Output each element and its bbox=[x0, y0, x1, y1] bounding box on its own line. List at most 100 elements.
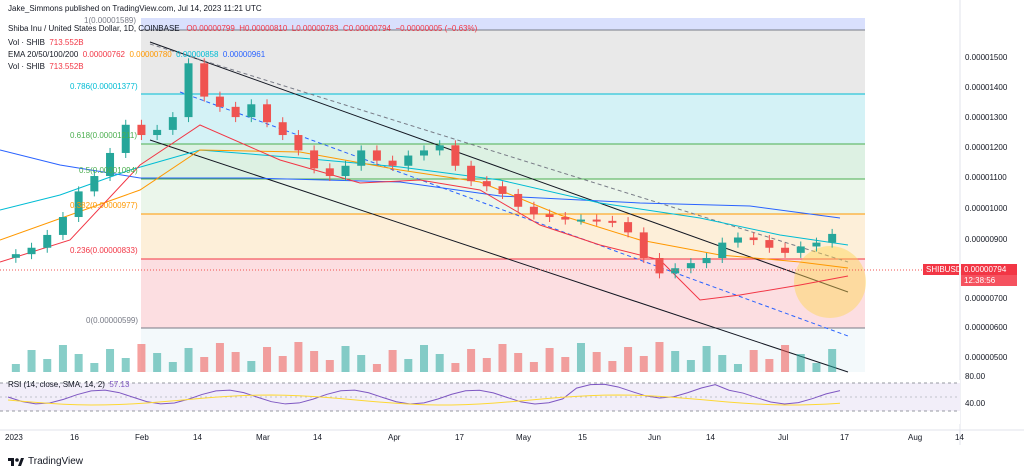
candle bbox=[686, 263, 695, 269]
price-tick: 0.00001300 bbox=[965, 113, 1008, 122]
candle bbox=[325, 168, 334, 177]
candle bbox=[702, 257, 711, 264]
candle bbox=[592, 219, 601, 222]
price-tick: 0.00000700 bbox=[965, 294, 1008, 303]
x-tick: Feb bbox=[135, 433, 149, 442]
candle bbox=[372, 150, 381, 161]
volume-bar bbox=[231, 352, 240, 372]
candle bbox=[27, 247, 36, 255]
candle bbox=[121, 124, 130, 153]
candle bbox=[624, 222, 633, 233]
x-tick: 17 bbox=[840, 433, 849, 442]
volume-bar bbox=[27, 350, 36, 372]
fib-label-0: 0(0.00000599) bbox=[86, 316, 139, 325]
close-value: C0.00000794 bbox=[342, 24, 391, 33]
ema200-value: 0.00000961 bbox=[222, 50, 266, 59]
ema20-value: 0.00000762 bbox=[82, 50, 125, 59]
volume-bar bbox=[137, 344, 146, 372]
candle bbox=[153, 129, 162, 136]
candle bbox=[639, 232, 648, 258]
fib-zone bbox=[141, 259, 865, 328]
candle bbox=[796, 246, 805, 253]
x-tick: Jul bbox=[778, 433, 789, 442]
volume-bar bbox=[43, 359, 52, 372]
x-tick: Apr bbox=[388, 433, 401, 442]
volume-bar bbox=[263, 347, 272, 372]
candle bbox=[467, 165, 476, 182]
price-tick: 0.00000600 bbox=[965, 323, 1008, 332]
volume-bar bbox=[576, 343, 585, 372]
candle bbox=[74, 191, 83, 218]
volume-bar bbox=[702, 346, 711, 372]
volume-bar bbox=[247, 361, 256, 372]
volume-bar bbox=[482, 358, 491, 372]
ema20-line bbox=[0, 124, 849, 301]
fib-zone bbox=[141, 94, 865, 144]
ema50-value: 0.00000780 bbox=[129, 50, 172, 59]
candle bbox=[718, 242, 727, 258]
volume-bar bbox=[828, 349, 837, 372]
candle bbox=[263, 104, 272, 123]
candle bbox=[608, 220, 617, 223]
channel-dash bbox=[149, 43, 849, 263]
ema100-value: 0.00000858 bbox=[176, 50, 219, 59]
volume-bar bbox=[310, 351, 319, 372]
volume-bar bbox=[624, 347, 633, 372]
price-tick: 0.00001100 bbox=[965, 173, 1007, 182]
candle bbox=[451, 145, 460, 166]
volume-legend-2[interactable]: Vol · SHIB 713.552B bbox=[8, 62, 84, 71]
brand-name: TradingView bbox=[28, 456, 84, 467]
candle bbox=[215, 96, 224, 107]
rsi-ma-line bbox=[7, 394, 841, 406]
candle bbox=[576, 219, 585, 222]
rsi-label: RSI (14, close, SMA, 14, 2) bbox=[8, 380, 105, 389]
high-value: H0.00000810 bbox=[239, 24, 288, 33]
candle bbox=[482, 181, 491, 187]
candle bbox=[671, 268, 680, 274]
candle bbox=[749, 237, 758, 241]
fib-label-0786: 0.786(0.00001377) bbox=[70, 82, 138, 91]
candle bbox=[655, 257, 664, 274]
volume-bar bbox=[168, 362, 177, 372]
volume-bar bbox=[106, 349, 115, 372]
candle bbox=[435, 145, 444, 151]
volume-bar bbox=[372, 364, 381, 372]
rsi-legend[interactable]: RSI (14, close, SMA, 14, 2) 57.13 bbox=[8, 381, 129, 389]
low-value: L0.00000783 bbox=[291, 24, 339, 33]
volume-bar bbox=[357, 355, 366, 372]
volume-bar bbox=[74, 354, 83, 372]
volume-value: 713.552B bbox=[49, 38, 84, 47]
change-value: −0.00000005 (−0.63%) bbox=[395, 24, 478, 33]
main-legend: Shiba Inu / United States Dollar, 1D, CO… bbox=[8, 24, 477, 33]
candle bbox=[310, 150, 319, 169]
candle bbox=[184, 63, 193, 118]
price-tick: 0.00001500 bbox=[965, 53, 1008, 62]
volume-bar bbox=[781, 345, 790, 372]
volume-bar bbox=[671, 351, 680, 372]
volume-name-2: Vol · SHIB bbox=[8, 62, 45, 71]
candle bbox=[58, 217, 67, 235]
x-tick: 17 bbox=[455, 433, 464, 442]
volume-bar bbox=[200, 357, 209, 372]
volume-bar bbox=[325, 360, 334, 372]
volume-bar bbox=[420, 345, 428, 372]
fib-label-0236: 0.236(0.00000833) bbox=[70, 246, 138, 255]
tradingview-logo[interactable]: TradingView bbox=[8, 456, 83, 467]
x-tick: Mar bbox=[256, 433, 270, 442]
ema-legend[interactable]: EMA 20/50/100/200 0.00000762 0.00000780 … bbox=[8, 50, 265, 59]
x-tick: 14 bbox=[313, 433, 322, 442]
volume-bar bbox=[561, 357, 570, 372]
volume-legend[interactable]: Vol · SHIB 713.552B bbox=[8, 38, 84, 47]
x-tick: 14 bbox=[706, 433, 715, 442]
volume-bar bbox=[608, 361, 617, 372]
x-tick: 14 bbox=[193, 433, 202, 442]
candle bbox=[278, 122, 287, 136]
volume-bar bbox=[529, 362, 538, 372]
candle bbox=[357, 150, 366, 166]
candle bbox=[11, 254, 20, 258]
fib-label-0382: 0.382(0.00000977) bbox=[70, 201, 138, 210]
x-tick: 15 bbox=[578, 433, 587, 442]
ema50-line bbox=[0, 149, 849, 269]
volume-bar bbox=[655, 342, 664, 372]
